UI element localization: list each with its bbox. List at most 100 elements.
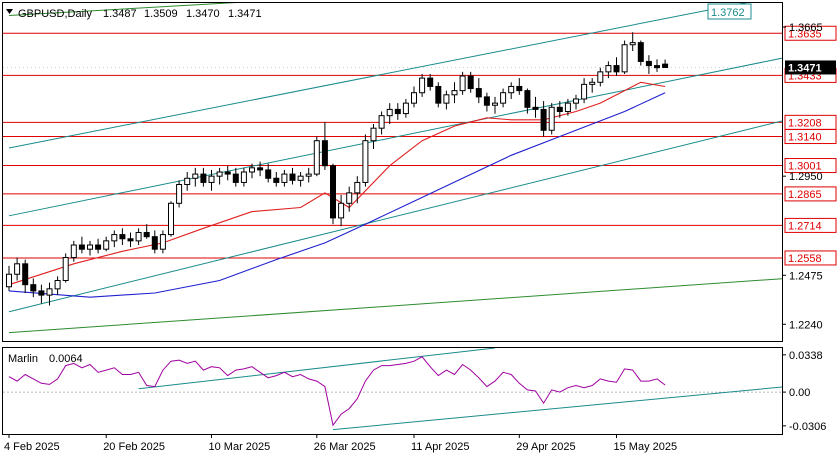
candle-body (257, 167, 264, 171)
candle-27 (224, 165, 231, 181)
level-label-box-6 (784, 217, 837, 233)
channel-line-3 (8, 278, 782, 334)
level-label-box-0 (784, 25, 837, 41)
candle-20 (168, 201, 174, 237)
candle-body (362, 140, 369, 183)
channel-lines (8, 3, 782, 334)
candle-54 (443, 90, 450, 110)
candle-39 (321, 121, 328, 170)
candle-28 (232, 167, 239, 187)
candle-body (637, 42, 644, 62)
price-tick-0: 1.3665 (789, 22, 823, 34)
candle-26 (216, 167, 223, 185)
candle-body (330, 165, 336, 219)
candle-52 (427, 73, 434, 91)
candle-9 (78, 236, 85, 254)
candle-body (143, 232, 150, 238)
level-label-4: 1.3001 (788, 161, 822, 173)
time-tick-4: 11 Apr 2025 (411, 441, 470, 453)
level-label-box-3 (784, 129, 837, 145)
candle-body (289, 173, 296, 181)
candle-body (386, 108, 393, 117)
candle-body (192, 173, 199, 179)
indicator-plot-frame (2, 347, 783, 435)
indicator-tick-2: -0.0306 (789, 421, 826, 433)
candle-body (46, 288, 53, 296)
candle-body (589, 81, 596, 85)
candle-body (540, 108, 547, 131)
symbol-title: GBPUSD,Daily (18, 8, 92, 20)
candle-body (184, 177, 191, 186)
candle-6 (54, 276, 61, 296)
candle-body (411, 92, 417, 104)
candle-36 (297, 172, 304, 187)
ohlc-open: 1.3487 (103, 8, 137, 20)
candle-body (216, 171, 223, 177)
candle-14 (119, 228, 126, 246)
candle-65 (532, 96, 539, 118)
candle-16 (135, 228, 142, 246)
candle-body (232, 173, 239, 183)
indicator-series (3, 348, 782, 431)
candle-body (265, 169, 272, 179)
indicator-tick-0: 0.0338 (789, 350, 823, 362)
indicator-line (8, 356, 666, 427)
candle-58 (475, 78, 482, 104)
candle-body (103, 240, 110, 250)
candle-11 (95, 238, 102, 254)
candle-79 (645, 55, 652, 74)
candle-body (313, 140, 320, 175)
candle-37 (305, 167, 312, 183)
time-axis: 4 Feb 2025 20 Feb 2025 10 Mar 2025 26 Mar 2… (4, 434, 677, 453)
candle-17 (143, 224, 150, 239)
candle-body (338, 202, 345, 219)
candle-80 (654, 59, 660, 72)
level-label-box-7 (784, 250, 837, 266)
candle-body (451, 90, 458, 96)
candle-body (370, 127, 377, 142)
channel-line-2 (8, 120, 782, 313)
candle-7 (62, 253, 69, 283)
candle-body (556, 106, 563, 112)
channel-line-0 (8, 3, 747, 149)
time-tick-2: 10 Mar 2025 (209, 441, 271, 453)
channel-label-box (707, 3, 752, 20)
candle-53 (435, 82, 442, 108)
level-lines (3, 32, 782, 259)
candle-31 (257, 161, 264, 177)
candle-22 (184, 172, 191, 191)
candle-19 (159, 230, 166, 254)
candle-body (581, 83, 588, 100)
candles (6, 32, 669, 306)
candle-74 (605, 61, 612, 79)
title-arrow-icon[interactable] (6, 9, 13, 14)
candle-0 (6, 265, 12, 291)
candle-body (508, 85, 515, 94)
candle-body (224, 171, 231, 175)
candle-body (354, 181, 361, 194)
candle-44 (362, 134, 369, 187)
level-label-0: 1.3635 (788, 28, 822, 40)
candle-5 (46, 282, 53, 306)
candle-body (127, 238, 134, 242)
time-tick-3: 26 Mar 2025 (314, 441, 376, 453)
candle-81 (662, 59, 669, 68)
candle-61 (500, 88, 507, 108)
candle-body (281, 173, 288, 183)
candle-33 (273, 172, 280, 187)
price-tick-3: 1.2240 (789, 319, 823, 331)
candle-59 (483, 92, 490, 112)
candle-body (645, 60, 652, 67)
time-tick-5: 29 Apr 2025 (516, 441, 575, 453)
candle-45 (370, 124, 377, 150)
candle-body (629, 42, 636, 46)
time-tick-6: 15 May 2025 (614, 441, 678, 453)
candle-57 (467, 71, 474, 93)
candle-body (467, 75, 474, 90)
level-label-6: 1.2714 (788, 220, 822, 232)
candle-66 (540, 101, 547, 137)
candle-56 (459, 71, 466, 95)
candle-body (6, 273, 12, 288)
level-label-5: 1.2865 (788, 189, 822, 201)
